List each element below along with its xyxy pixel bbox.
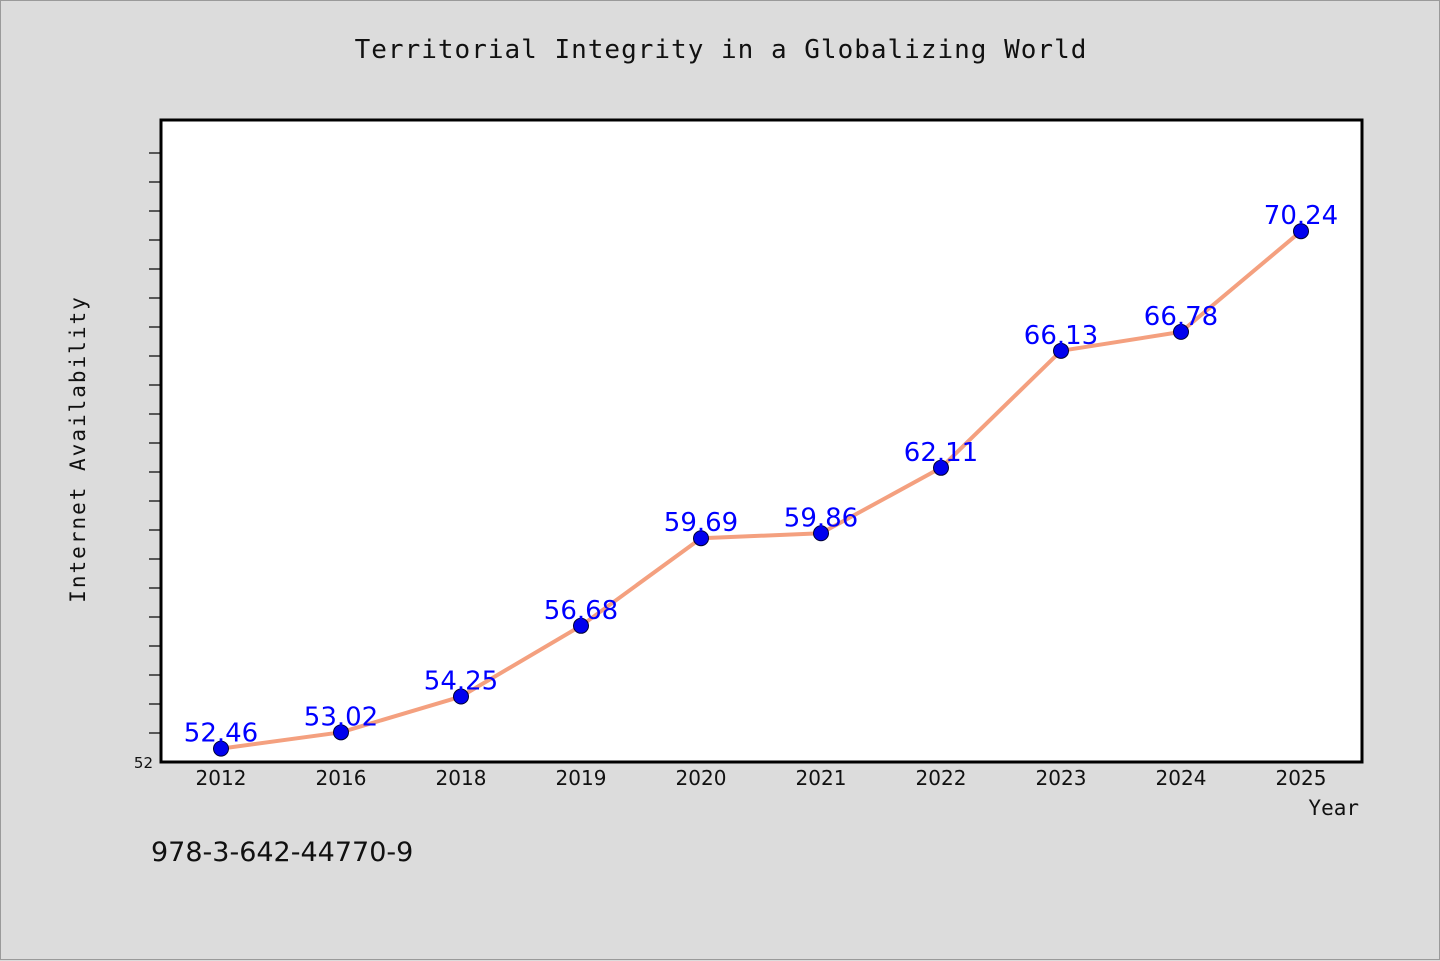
data-point [333,724,349,741]
data-point [453,688,469,705]
x-tick-label: 2022 [916,766,967,790]
data-point [573,617,589,634]
y-tick-label: 52 [134,754,153,772]
data-point [813,525,829,542]
y-ticks: 52 [134,152,160,772]
chart-title: Territorial Integrity in a Globalizing W… [354,35,1088,65]
data-label: 66.78 [1144,302,1218,332]
data-point [933,459,949,476]
x-tick-label: 2016 [316,766,367,790]
data-label: 52.46 [184,719,258,749]
x-tick-label: 2012 [196,766,247,790]
data-point [1293,223,1309,240]
x-tick-label: 2024 [1156,766,1207,790]
data-label: 70.24 [1264,201,1338,231]
data-label: 56.68 [544,596,618,626]
x-tick-labels: 2012 2016 2018 2019 2020 2021 2022 2023 2024 2025 [196,766,1327,790]
data-label: 54.25 [424,667,498,697]
data-label: 59.69 [664,508,738,538]
data-label: 66.13 [1024,321,1098,351]
x-tick-label: 2023 [1036,766,1087,790]
plot-area [159,118,1364,764]
series-group: 52.46 53.02 54.25 56.68 59.69 59.86 62.11 66.13… [184,201,1338,757]
isbn-footer: 978-3-642-44770-9 [151,837,414,868]
data-label: 62.11 [904,438,978,468]
data-point [693,530,709,547]
x-tick-label: 2021 [796,766,847,790]
x-axis-label: Year [1308,796,1359,820]
x-tick-label: 2019 [556,766,607,790]
x-tick-label: 2025 [1276,766,1327,790]
data-label: 53.02 [304,702,378,732]
x-tick-label: 2018 [436,766,487,790]
x-tick-label: 2020 [676,766,727,790]
data-point [1053,342,1069,359]
data-point [1173,323,1189,340]
data-point [213,740,229,757]
data-label: 59.86 [784,503,858,533]
series-line [219,229,1303,751]
